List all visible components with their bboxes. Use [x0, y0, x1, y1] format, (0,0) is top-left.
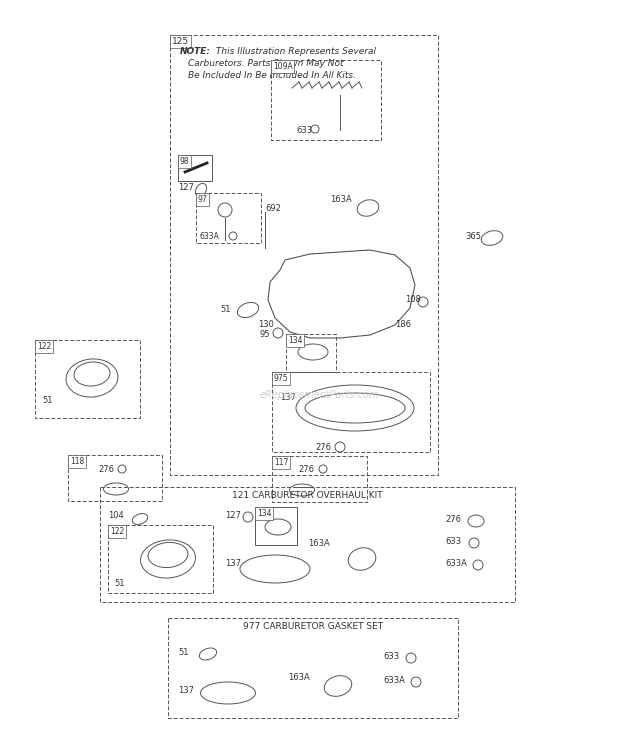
Text: 104: 104	[108, 511, 124, 520]
Text: 108: 108	[405, 295, 421, 304]
Text: 125: 125	[172, 37, 189, 46]
Text: Be Included In Be Included In All Kits.: Be Included In Be Included In All Kits.	[188, 71, 356, 80]
Text: 633A: 633A	[200, 232, 220, 241]
Text: 137: 137	[280, 393, 296, 402]
Text: This Illustration Represents Several: This Illustration Represents Several	[213, 47, 376, 56]
Text: 109A: 109A	[273, 62, 293, 71]
Text: eReplacementParts.com: eReplacementParts.com	[260, 390, 379, 400]
Text: 163A: 163A	[330, 195, 352, 204]
Text: 975: 975	[274, 374, 289, 383]
Text: 276: 276	[298, 465, 314, 474]
Text: 117: 117	[274, 458, 288, 467]
Text: 98: 98	[180, 157, 190, 166]
Text: 130: 130	[258, 320, 274, 329]
Text: 127: 127	[178, 183, 194, 192]
Text: 51: 51	[114, 579, 125, 588]
Text: 95: 95	[260, 330, 270, 339]
Text: 163A: 163A	[288, 673, 310, 682]
Text: 633A: 633A	[383, 676, 405, 685]
Text: 186: 186	[395, 320, 411, 329]
Text: 633A: 633A	[445, 559, 467, 568]
Text: 134: 134	[288, 336, 303, 345]
Text: 127: 127	[225, 511, 241, 520]
Text: 51: 51	[42, 396, 53, 405]
Text: Carburetors. Parts Shown May Not: Carburetors. Parts Shown May Not	[188, 59, 343, 68]
Text: 134: 134	[257, 509, 272, 518]
Text: 51: 51	[178, 648, 188, 657]
Text: 137: 137	[178, 686, 194, 695]
Text: 692: 692	[265, 204, 281, 213]
Text: 118: 118	[70, 457, 84, 466]
Text: 121 CARBURETOR OVERHAUL KIT: 121 CARBURETOR OVERHAUL KIT	[232, 491, 383, 500]
Text: NOTE:: NOTE:	[180, 47, 211, 56]
Text: 276: 276	[98, 465, 114, 474]
Text: 977 CARBURETOR GASKET SET: 977 CARBURETOR GASKET SET	[243, 622, 383, 631]
Text: 276: 276	[445, 515, 461, 524]
Text: 365: 365	[465, 232, 481, 241]
Text: 51: 51	[220, 305, 231, 314]
Text: 276: 276	[315, 443, 331, 452]
Text: 97: 97	[198, 195, 208, 204]
Text: 137: 137	[225, 559, 241, 568]
Text: 122: 122	[37, 342, 51, 351]
Text: 122: 122	[110, 527, 124, 536]
Text: 633: 633	[296, 126, 312, 135]
Text: 633: 633	[445, 537, 461, 546]
Text: 163A: 163A	[308, 539, 330, 548]
Text: 633: 633	[383, 652, 399, 661]
